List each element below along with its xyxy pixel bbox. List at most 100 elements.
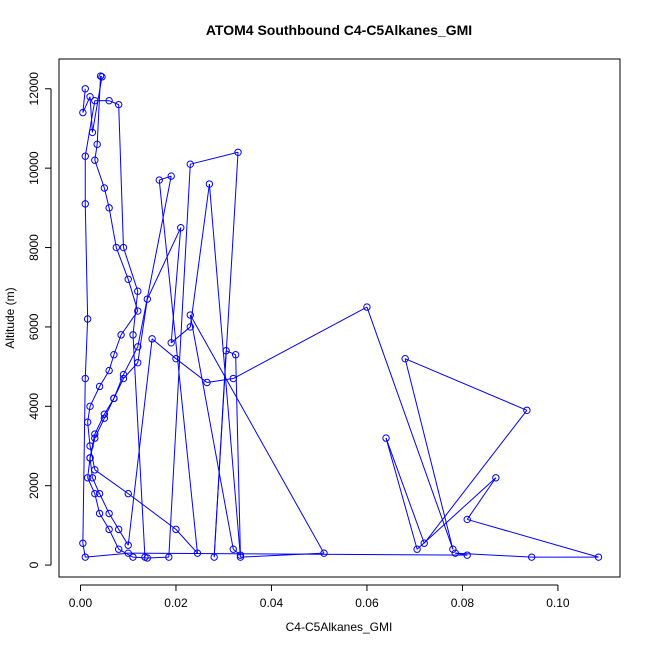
data-point: [105, 525, 113, 534]
series-segment: [151, 338, 177, 360]
data-point: [79, 108, 87, 117]
x-axis: 0.00 0.02 0.04 0.06 0.08 0.10: [69, 584, 570, 610]
data-point: [81, 200, 89, 208]
series-segment: [89, 445, 96, 470]
series-segment: [159, 175, 172, 181]
series-segment: [127, 493, 177, 530]
data-point: [105, 509, 113, 518]
data-point: [231, 351, 240, 359]
series-segment: [94, 160, 105, 189]
data-point: [449, 545, 457, 553]
data-point: [83, 474, 92, 482]
series-segment: [96, 76, 102, 145]
series-segment: [115, 247, 129, 280]
data-point: [186, 323, 194, 331]
data-point: [148, 335, 156, 343]
data-point: [129, 553, 137, 561]
series-segment: [208, 183, 241, 558]
y-tick-label: 12000: [27, 72, 41, 106]
data-point: [155, 176, 163, 184]
data-point: [413, 545, 421, 553]
data-point: [186, 311, 194, 319]
data-point: [114, 525, 123, 534]
series-segment: [127, 338, 153, 546]
x-tick-label: 0.08: [451, 596, 475, 610]
y-tick-label: 6000: [27, 313, 41, 340]
series-segment: [87, 422, 91, 447]
data-point: [236, 553, 245, 561]
y-axis-label: Altitude (m): [3, 287, 17, 348]
data-point: [193, 549, 202, 557]
data-point: [86, 442, 94, 450]
x-tick-label: 0.00: [69, 596, 93, 610]
data-point: [134, 287, 142, 295]
data-point: [105, 96, 113, 105]
data-point: [134, 307, 142, 315]
data-point: [91, 466, 99, 474]
series-segment: [82, 543, 86, 558]
data-point: [79, 539, 87, 547]
data-point: [119, 243, 128, 252]
y-tick-label: 8000: [27, 234, 41, 261]
data-point: [83, 418, 92, 426]
data-point: [172, 525, 180, 534]
series-segment: [385, 437, 418, 550]
series-segment: [235, 354, 241, 556]
data-point: [124, 549, 132, 557]
data-point: [98, 73, 106, 81]
series-segment: [108, 207, 117, 248]
data-point: [203, 378, 211, 387]
data-point: [167, 172, 175, 180]
series-segment: [189, 314, 234, 550]
data-point: [124, 489, 132, 498]
data-point: [91, 156, 99, 164]
y-tick-label: 0: [27, 561, 41, 568]
series-segment: [455, 552, 532, 558]
x-tick-label: 0.04: [260, 596, 284, 610]
series-segment: [467, 518, 599, 558]
data-point: [105, 204, 113, 212]
series-segment: [84, 318, 89, 379]
series-segment: [85, 552, 129, 558]
series-segment: [404, 358, 528, 411]
data-point: [234, 148, 242, 156]
data-point: [91, 96, 99, 105]
x-tick-label: 0.06: [355, 596, 379, 610]
data-point: [114, 545, 123, 553]
series-segment: [123, 346, 139, 375]
data-point: [95, 489, 104, 498]
series-segment: [404, 358, 454, 550]
series-segment: [89, 96, 93, 133]
data-point: [382, 434, 390, 442]
data-point: [91, 430, 99, 438]
data-point: [83, 315, 92, 323]
data-point: [463, 515, 471, 524]
data-point: [110, 394, 118, 403]
data-point: [205, 180, 214, 188]
data-point: [119, 370, 128, 379]
series-segment: [170, 227, 182, 343]
series-segment: [168, 164, 191, 558]
series-segment: [423, 409, 528, 544]
series-segment: [84, 203, 89, 320]
data-point: [95, 509, 104, 518]
x-tick-label: 0.10: [546, 596, 570, 610]
data-point: [93, 140, 101, 149]
data-point: [172, 354, 180, 363]
data-point: [86, 454, 94, 462]
series-segment: [122, 247, 139, 292]
data-point: [594, 553, 603, 561]
data-point: [167, 339, 175, 347]
series-segment: [132, 556, 148, 559]
data-point: [165, 553, 173, 561]
series-segment: [206, 378, 234, 383]
data-point: [210, 553, 218, 561]
data-point: [527, 553, 536, 561]
data-point: [129, 331, 137, 339]
series-segment: [158, 180, 198, 554]
data-point: [100, 414, 109, 422]
series-segment: [94, 469, 129, 495]
data-point: [134, 358, 142, 367]
data-point: [81, 553, 89, 561]
